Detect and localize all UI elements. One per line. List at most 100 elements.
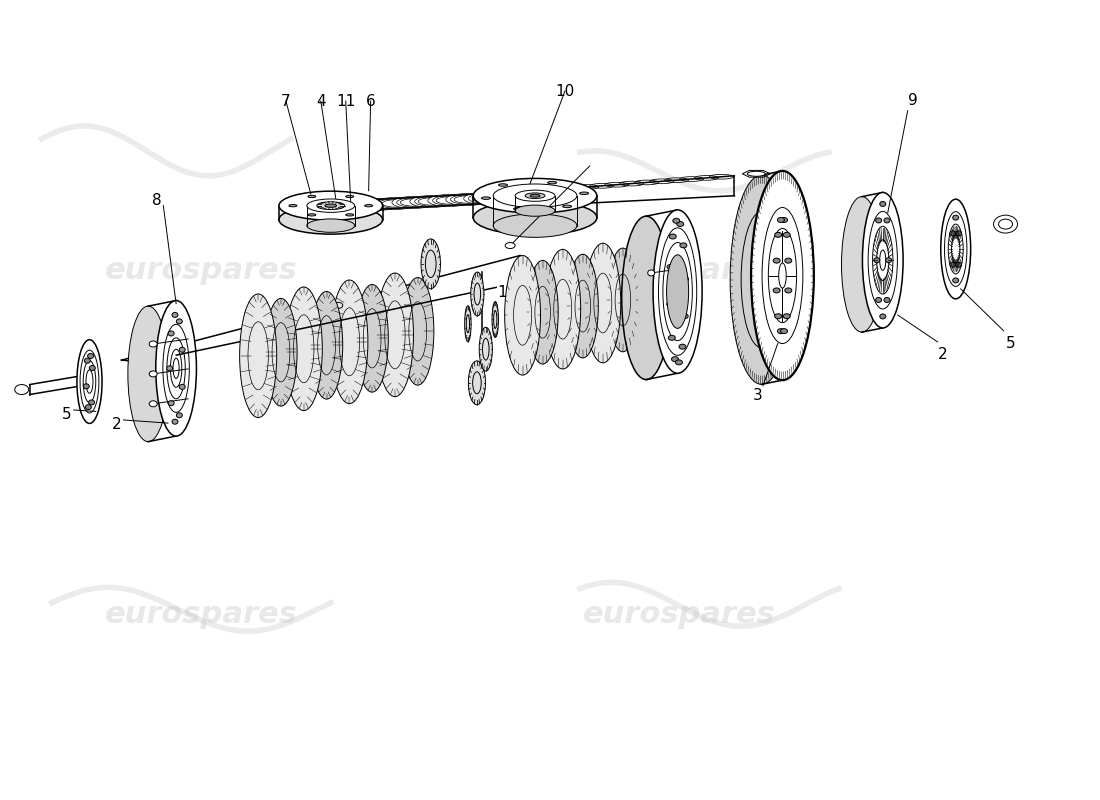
Ellipse shape — [378, 198, 412, 208]
Ellipse shape — [862, 193, 903, 328]
Ellipse shape — [653, 210, 702, 374]
Ellipse shape — [580, 192, 588, 194]
Ellipse shape — [880, 314, 886, 319]
Ellipse shape — [428, 194, 471, 206]
Ellipse shape — [773, 258, 780, 263]
Text: 3: 3 — [754, 388, 763, 403]
Ellipse shape — [648, 270, 654, 276]
Ellipse shape — [86, 405, 91, 410]
Ellipse shape — [950, 231, 956, 236]
Ellipse shape — [156, 301, 197, 436]
Ellipse shape — [451, 195, 484, 204]
Text: eurospares: eurospares — [583, 256, 775, 285]
Ellipse shape — [842, 197, 882, 332]
Ellipse shape — [774, 314, 782, 318]
Ellipse shape — [410, 195, 453, 207]
Ellipse shape — [469, 194, 502, 203]
Ellipse shape — [781, 218, 788, 222]
Ellipse shape — [607, 248, 638, 352]
Ellipse shape — [307, 199, 354, 212]
Ellipse shape — [279, 205, 383, 234]
Text: 1: 1 — [497, 285, 507, 300]
Ellipse shape — [240, 294, 277, 418]
Ellipse shape — [783, 232, 790, 238]
Text: 5: 5 — [1005, 336, 1015, 351]
Ellipse shape — [446, 194, 488, 206]
Ellipse shape — [778, 329, 784, 334]
Ellipse shape — [471, 272, 484, 316]
Ellipse shape — [84, 384, 89, 389]
Ellipse shape — [781, 329, 788, 334]
Ellipse shape — [289, 205, 297, 206]
Ellipse shape — [505, 242, 515, 249]
Ellipse shape — [515, 190, 556, 202]
Ellipse shape — [418, 198, 444, 205]
Ellipse shape — [179, 347, 185, 352]
Ellipse shape — [345, 195, 354, 198]
Ellipse shape — [307, 219, 354, 232]
Ellipse shape — [680, 243, 686, 248]
Ellipse shape — [168, 401, 174, 406]
Ellipse shape — [884, 218, 890, 223]
Ellipse shape — [779, 263, 786, 288]
Ellipse shape — [415, 197, 448, 206]
Ellipse shape — [568, 254, 598, 358]
Ellipse shape — [884, 298, 890, 302]
Ellipse shape — [308, 214, 316, 216]
Ellipse shape — [876, 298, 881, 302]
Ellipse shape — [89, 400, 95, 405]
Text: 6: 6 — [366, 94, 375, 109]
Ellipse shape — [150, 371, 157, 377]
Text: 8: 8 — [152, 193, 162, 208]
Ellipse shape — [747, 171, 766, 176]
Ellipse shape — [308, 195, 316, 198]
Ellipse shape — [166, 366, 173, 371]
Ellipse shape — [400, 198, 427, 206]
Ellipse shape — [493, 214, 576, 238]
Ellipse shape — [993, 215, 1018, 233]
Ellipse shape — [85, 358, 90, 363]
Ellipse shape — [343, 201, 376, 210]
Ellipse shape — [515, 205, 556, 216]
Ellipse shape — [953, 278, 959, 283]
Ellipse shape — [675, 360, 682, 365]
Text: eurospares: eurospares — [104, 256, 298, 285]
Ellipse shape — [527, 261, 558, 364]
Ellipse shape — [667, 302, 673, 306]
Ellipse shape — [469, 361, 485, 405]
Ellipse shape — [676, 222, 684, 226]
Ellipse shape — [681, 314, 689, 318]
Ellipse shape — [324, 204, 337, 207]
Text: 2: 2 — [937, 347, 947, 362]
Ellipse shape — [950, 262, 956, 267]
Ellipse shape — [437, 197, 462, 204]
Ellipse shape — [751, 171, 814, 380]
Ellipse shape — [361, 200, 394, 209]
Ellipse shape — [464, 306, 471, 342]
Ellipse shape — [364, 201, 390, 208]
Ellipse shape — [376, 273, 414, 397]
Ellipse shape — [669, 234, 676, 239]
Ellipse shape — [505, 255, 540, 375]
Ellipse shape — [150, 341, 157, 347]
Ellipse shape — [473, 178, 597, 213]
Ellipse shape — [562, 205, 572, 208]
Ellipse shape — [783, 314, 790, 318]
Ellipse shape — [886, 258, 892, 262]
Ellipse shape — [774, 232, 782, 238]
Ellipse shape — [317, 202, 344, 210]
Ellipse shape — [940, 199, 970, 299]
Ellipse shape — [338, 199, 382, 211]
Ellipse shape — [150, 401, 157, 406]
Ellipse shape — [402, 278, 433, 385]
Ellipse shape — [525, 193, 544, 198]
Ellipse shape — [679, 344, 686, 349]
Text: 7: 7 — [282, 94, 290, 109]
Ellipse shape — [397, 198, 430, 207]
Ellipse shape — [176, 319, 183, 324]
Ellipse shape — [492, 302, 498, 338]
Ellipse shape — [784, 288, 792, 293]
Ellipse shape — [77, 340, 102, 423]
Ellipse shape — [585, 243, 620, 363]
Ellipse shape — [548, 182, 557, 184]
